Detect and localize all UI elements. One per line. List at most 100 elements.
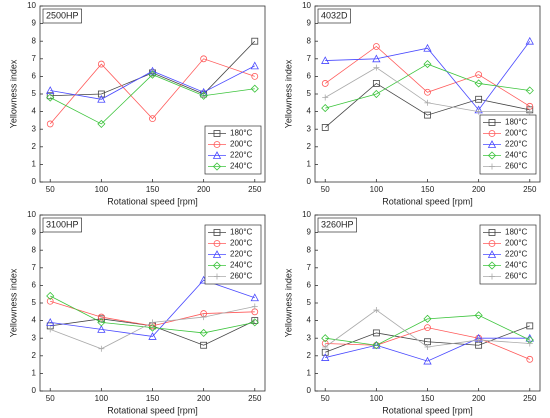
marker	[148, 332, 157, 340]
marker	[372, 89, 381, 99]
series-line	[325, 314, 530, 346]
x-axis-label: Rotational speed [rpm]	[107, 196, 198, 206]
panel-title: 3100HP	[46, 219, 79, 229]
marker	[46, 93, 55, 102]
marker	[424, 111, 431, 119]
marker	[526, 108, 533, 115]
marker	[526, 355, 534, 363]
y-tick-label: 0	[32, 386, 37, 395]
marker	[148, 70, 157, 79]
marker	[475, 71, 483, 79]
marker	[488, 119, 496, 126]
y-tick-label: 7	[307, 263, 312, 272]
marker	[46, 297, 54, 305]
y-tick-label: 2	[32, 351, 37, 360]
x-tick-label: 50	[321, 394, 330, 403]
series-line	[50, 279, 255, 337]
marker	[97, 318, 106, 327]
marker	[149, 115, 156, 123]
legend-label: 240°C	[505, 151, 528, 160]
marker	[97, 313, 105, 321]
series-line	[324, 82, 530, 128]
legend-label: 220°C	[230, 151, 253, 160]
marker	[199, 91, 208, 100]
panel-title-box	[317, 217, 357, 233]
panel-title-box	[42, 217, 82, 233]
y-tick-label: 0	[307, 386, 312, 395]
y-tick-label: 7	[32, 263, 37, 272]
panel-title-box	[317, 8, 351, 24]
y-tick-label: 4	[307, 107, 312, 116]
legend-label: 220°C	[230, 250, 253, 259]
y-tick-label: 0	[32, 177, 37, 186]
marker	[97, 315, 105, 323]
y-tick-label: 3	[32, 124, 37, 133]
x-tick-label: 150	[146, 185, 160, 194]
marker	[212, 250, 222, 258]
marker	[46, 318, 55, 326]
legend-label: 180°C	[505, 118, 528, 127]
y-tick-label: 1	[32, 369, 37, 378]
marker	[149, 319, 156, 326]
marker	[47, 326, 54, 333]
y-tick-label: 1	[307, 369, 312, 378]
x-axis-label: Rotational speed [rpm]	[107, 405, 198, 415]
marker	[97, 94, 106, 103]
panel-title: 3260HP	[321, 219, 354, 229]
marker	[251, 37, 259, 45]
marker	[474, 79, 483, 88]
marker	[424, 99, 431, 106]
y-tick-label: 0	[307, 177, 312, 186]
x-tick-label: 150	[146, 394, 160, 403]
marker	[488, 229, 496, 236]
marker	[321, 124, 329, 131]
marker	[97, 325, 106, 333]
x-tick-label: 200	[472, 394, 486, 403]
legend-label: 180°C	[505, 228, 528, 237]
marker	[424, 324, 431, 332]
y-tick-label: 6	[32, 281, 37, 290]
x-tick-label: 150	[421, 185, 435, 194]
legend-label: 240°C	[230, 261, 253, 270]
legend-label: 180°C	[230, 228, 253, 237]
x-tick-label: 250	[248, 185, 262, 194]
x-tick-label: 250	[523, 394, 537, 403]
marker	[424, 88, 431, 96]
y-axis-label: Yellowness index	[8, 59, 18, 128]
series-line	[325, 337, 530, 362]
legend-label: 240°C	[230, 162, 253, 171]
series-line	[324, 45, 530, 107]
y-tick-label: 4	[307, 316, 312, 325]
marker	[489, 163, 495, 170]
legend-label: 200°C	[230, 140, 253, 149]
x-tick-label: 100	[370, 394, 384, 403]
y-tick-label: 6	[32, 72, 37, 81]
panel-title-box	[42, 8, 82, 24]
marker	[97, 119, 106, 128]
y-tick-label: 1	[307, 160, 312, 169]
marker	[321, 353, 330, 361]
marker	[46, 291, 55, 301]
marker	[213, 141, 221, 148]
x-tick-label: 50	[46, 185, 55, 194]
y-tick-label: 8	[32, 36, 37, 45]
marker	[214, 273, 220, 280]
marker	[321, 80, 329, 87]
series-line	[325, 63, 530, 109]
y-tick-label: 3	[307, 333, 312, 342]
marker	[212, 162, 222, 171]
y-tick-label: 5	[32, 298, 37, 307]
x-tick-label: 50	[321, 185, 330, 194]
marker	[423, 314, 432, 323]
series-line	[325, 327, 530, 360]
marker	[250, 293, 259, 302]
marker	[251, 303, 258, 310]
y-tick-label: 5	[32, 89, 37, 98]
x-tick-label: 250	[523, 185, 537, 194]
marker	[200, 314, 207, 321]
marker	[372, 341, 381, 350]
legend-label: 200°C	[505, 239, 528, 248]
marker	[373, 307, 380, 314]
legend-label: 180°C	[230, 129, 253, 138]
